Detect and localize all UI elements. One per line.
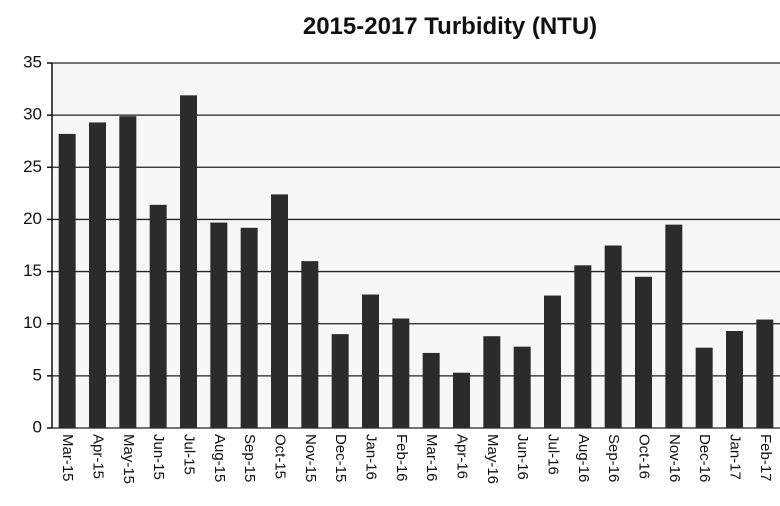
x-tick-label: Nov-16 [666, 434, 683, 482]
x-tick-label: Dec-16 [696, 434, 713, 482]
x-tick-label: Jan-16 [363, 434, 380, 480]
bar [635, 276, 652, 428]
bar [483, 336, 501, 428]
bar [422, 352, 440, 428]
x-tick-label: Jul-15 [181, 434, 198, 475]
x-tick-label: Feb-16 [393, 434, 410, 482]
x-tick-label: Aug-15 [211, 434, 228, 482]
chart-title: 2015-2017 Turbidity (NTU) [303, 13, 597, 40]
y-tick-label: 5 [33, 365, 42, 384]
x-tick-label: Oct-15 [272, 434, 289, 479]
bar [301, 261, 319, 428]
bar [695, 347, 713, 428]
x-tick-label: Oct-16 [636, 434, 653, 479]
x-tick-label: Jan-17 [727, 434, 744, 480]
x-tick-label: Jun-16 [514, 434, 531, 480]
x-tick-label: Mar-15 [59, 434, 76, 482]
y-tick-label: 0 [33, 417, 42, 436]
bar [89, 122, 106, 428]
plot-area [52, 63, 780, 428]
y-tick-label: 35 [23, 52, 42, 71]
y-tick-label: 20 [23, 209, 42, 228]
x-tick-label: Aug-16 [575, 434, 592, 482]
x-tick-label: Feb-17 [757, 434, 774, 482]
x-tick-label: Sep-16 [605, 434, 622, 482]
bar [331, 334, 349, 428]
bar [149, 204, 167, 428]
bar [544, 295, 561, 428]
x-tick-label: Apr-16 [454, 434, 471, 479]
x-tick-label: Jul-16 [545, 434, 562, 475]
bar [119, 116, 137, 428]
x-tick-label: May-16 [484, 434, 501, 484]
bar [756, 319, 774, 428]
x-tick-label: Dec-15 [332, 434, 349, 482]
x-tick-label: May-15 [120, 434, 137, 484]
bar [665, 224, 683, 428]
bar [210, 222, 228, 428]
bar [513, 346, 531, 428]
bar [58, 133, 76, 428]
x-tick-label: Mar-16 [423, 434, 440, 482]
y-tick-label: 25 [23, 157, 42, 176]
bar [180, 95, 197, 428]
x-tick-label: Jun-15 [150, 434, 167, 480]
bar [392, 318, 410, 428]
bar [604, 245, 622, 428]
y-tick-label: 30 [23, 105, 42, 124]
y-tick-label: 15 [23, 261, 42, 280]
bar [271, 194, 288, 428]
bar [240, 227, 258, 428]
x-tick-label: Sep-15 [241, 434, 258, 482]
bar [574, 265, 592, 428]
bar [726, 331, 743, 428]
bar [362, 294, 379, 428]
x-tick-label: Apr-15 [90, 434, 107, 479]
bar [453, 372, 470, 428]
x-tick-label: Nov-15 [302, 434, 319, 482]
y-tick-label: 10 [23, 313, 42, 332]
